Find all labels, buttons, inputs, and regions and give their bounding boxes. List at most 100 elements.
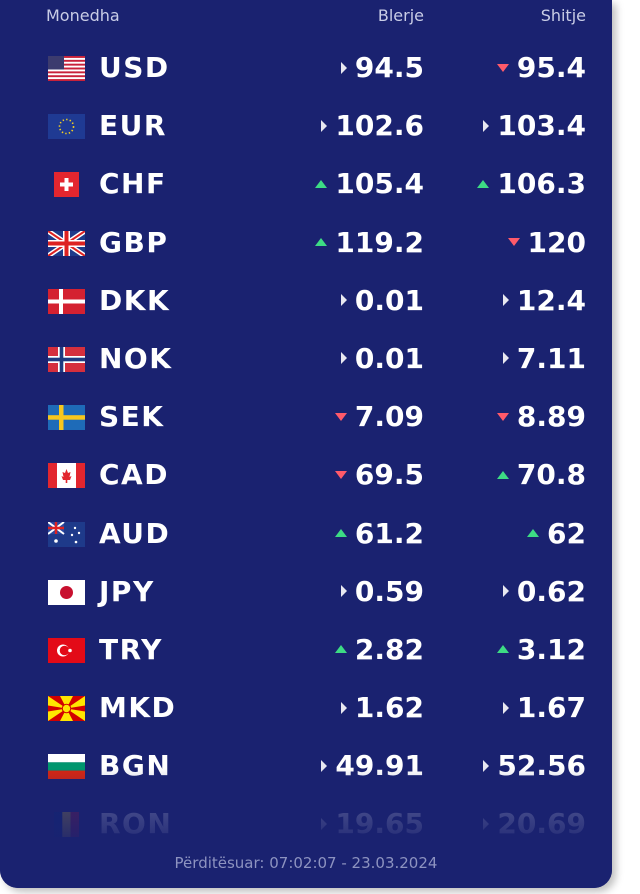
tr-flag-icon [48,637,85,663]
mk-flag-icon [48,696,85,722]
sell-rate: 95.4 [496,51,586,84]
currency-code: DKK [99,283,171,317]
rate-row-eur: EUR 102.6 103.4 [0,100,612,158]
buy-rate: 1.62 [340,691,424,725]
rate-row-try: TRY 2.82 3.12 [0,624,612,682]
trend-down-icon [496,63,509,72]
au-flag-icon [48,521,85,547]
trend-flat-icon [502,294,509,307]
trend-flat-icon [483,119,490,132]
trend-up-icon [496,470,509,479]
sell-value: 3.12 [516,632,586,666]
sell-value: 7.11 [516,341,586,375]
currency-code: BGN [99,749,172,783]
sell-value: 1.67 [516,691,586,725]
buy-rate: 105.4 [315,167,424,200]
trend-up-icon [315,238,328,247]
trend-up-icon [334,645,347,654]
buy-value: 102.6 [335,109,424,143]
buy-value: 94.5 [354,51,424,84]
exchange-rates-panel: Monedha Blerje Shitje USD 94.5 95.4 EUR 102.… [0,0,612,888]
buy-value: 105.4 [335,167,424,201]
trend-flat-icon [340,294,347,307]
buy-value: 0.01 [354,283,424,317]
sell-rate: 106.3 [477,167,586,200]
sell-value: 70.8 [516,458,586,492]
trend-flat-icon [340,61,347,74]
currency-code: CHF [99,167,167,201]
trend-up-icon [477,179,490,188]
se-flag-icon [48,405,85,431]
sell-value: 95.4 [516,51,586,84]
currency-code: JPY [99,574,155,608]
buy-rate: 7.09 [334,400,424,433]
buy-rate: 0.01 [340,341,424,375]
currency-code: RON [99,807,173,841]
sell-rate: 20.69 [483,807,586,840]
sell-rate: 103.4 [483,109,586,142]
buy-value: 119.2 [335,225,424,259]
buy-value: 19.65 [335,807,424,841]
rate-row-dkk: DKK 0.01 12.4 [0,275,612,333]
rate-row-cad: CAD 69.5 70.8 [0,449,612,507]
ro-flag-icon [48,812,85,838]
buy-rate: 69.5 [334,458,424,492]
ch-flag-icon [48,172,85,198]
buy-rate: 0.59 [340,575,424,608]
trend-flat-icon [321,759,328,772]
buy-rate: 61.2 [334,516,424,550]
trend-up-icon [334,529,347,537]
trend-down-icon [496,412,509,421]
sell-rate: 70.8 [496,458,586,492]
buy-value: 49.91 [335,749,424,783]
trend-flat-icon [502,585,509,598]
buy-rate: 94.5 [340,51,424,84]
jp-flag-icon [48,579,85,605]
trend-down-icon [334,412,347,421]
table-header: Monedha Blerje Shitje [0,6,612,28]
currency-code: SEK [99,400,165,434]
currency-code: MKD [99,691,177,725]
buy-value: 1.62 [354,691,424,725]
trend-flat-icon [321,119,328,132]
sell-value: 103.4 [497,109,586,143]
currency-code: AUD [99,516,171,550]
sell-rate: 3.12 [496,632,586,666]
currency-code: NOK [99,341,173,375]
rate-row-aud: AUD 61.2 62 [0,508,612,566]
sell-value: 12.4 [516,283,586,317]
buy-rate: 19.65 [321,807,424,840]
currency-code: EUR [99,109,167,143]
rate-row-sek: SEK 7.09 8.89 [0,391,612,449]
buy-value: 61.2 [354,516,424,550]
buy-value: 2.82 [354,632,424,666]
currency-code: GBP [99,225,169,259]
sell-value: 62 [547,516,586,550]
sell-rate: 120 [507,225,586,259]
rate-row-usd: USD 94.5 95.4 [0,42,612,100]
buy-value: 0.01 [354,341,424,375]
rate-row-jpy: JPY 0.59 0.62 [0,566,612,624]
sell-value: 120 [527,225,586,259]
sell-column-header: Shitje [540,6,586,25]
buy-value: 69.5 [354,458,424,492]
trend-flat-icon [340,585,347,598]
sell-rate: 12.4 [502,283,586,317]
trend-flat-icon [340,352,347,365]
buy-rate: 102.6 [321,109,424,142]
trend-flat-icon [483,817,490,830]
currency-code: CAD [99,458,169,492]
rates-list: USD 94.5 95.4 EUR 102.6 103.4 CHF 105.4 106.3 GBP… [0,42,612,857]
rate-row-chf: CHF 105.4 106.3 [0,158,612,216]
buy-rate: 2.82 [334,632,424,666]
ca-flag-icon [48,463,85,489]
trend-up-icon [315,179,328,188]
rate-row-ron: RON 19.65 20.69 [0,798,612,856]
trend-flat-icon [502,352,509,365]
currency-code: TRY [99,632,163,666]
trend-down-icon [507,238,520,247]
sell-value: 52.56 [497,749,586,783]
sell-value: 20.69 [497,807,586,841]
trend-flat-icon [321,817,328,830]
sell-value: 0.62 [516,574,586,608]
